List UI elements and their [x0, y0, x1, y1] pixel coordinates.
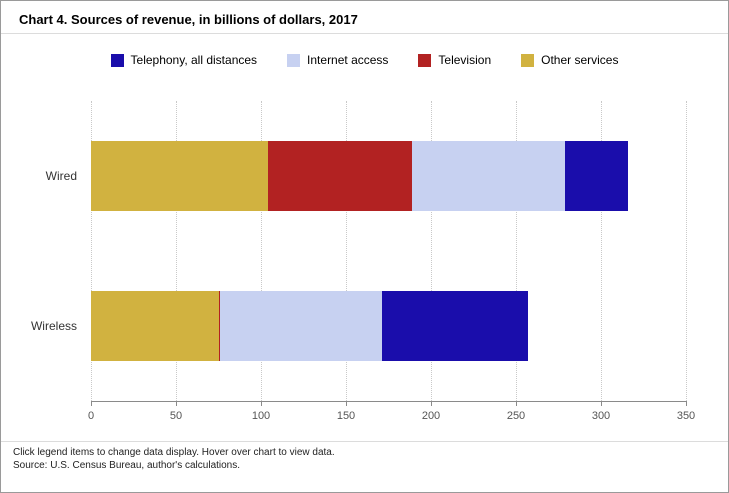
legend-swatch-icon [110, 53, 124, 67]
legend-item-3[interactable]: Other services [521, 53, 618, 67]
bar-segment[interactable] [220, 291, 382, 361]
x-tick-mark [686, 401, 687, 406]
legend-swatch-icon [418, 53, 432, 67]
bar-segment[interactable] [565, 141, 629, 211]
category-label-wireless: Wireless [30, 319, 77, 333]
x-tick-mark [601, 401, 602, 406]
x-tick-mark [176, 401, 177, 406]
x-tick-label: 0 [87, 410, 95, 422]
x-tick-label: 350 [676, 410, 696, 422]
gridline [261, 101, 262, 401]
legend-item-2[interactable]: Television [418, 53, 491, 67]
bar-segment[interactable] [91, 141, 268, 211]
gridline [516, 101, 517, 401]
x-tick-label: 50 [169, 410, 183, 422]
bar-segment[interactable] [381, 291, 528, 361]
legend-item-label: Telephony, all distances [130, 53, 258, 67]
chart-title: Chart 4. Sources of revenue, in billions… [19, 12, 358, 27]
stacked-bar-wired [91, 141, 686, 211]
x-tick-label: 150 [336, 410, 356, 422]
x-tick-label: 200 [421, 410, 441, 422]
bar-segment[interactable] [412, 141, 566, 211]
x-axis-line [91, 401, 686, 402]
legend-item-0[interactable]: Telephony, all distances [110, 53, 258, 67]
legend: Telephony, all distances Internet access T… [1, 53, 728, 67]
x-tick-mark [91, 401, 92, 406]
legend-swatch-icon [521, 53, 535, 67]
legend-item-label: Other services [541, 53, 619, 67]
footer-divider [1, 441, 728, 442]
legend-item-label: Internet access [307, 53, 389, 67]
bar-segment[interactable] [218, 291, 221, 361]
x-tick-mark [516, 401, 517, 406]
bar-segment[interactable] [91, 291, 219, 361]
x-tick-mark [346, 401, 347, 406]
x-tick-label: 100 [251, 410, 271, 422]
x-tick-label: 300 [591, 410, 611, 422]
legend-swatch-icon [287, 53, 301, 67]
gridline [91, 101, 92, 401]
title-divider [1, 33, 728, 34]
legend-item-1[interactable]: Internet access [287, 53, 388, 67]
gridline [431, 101, 432, 401]
gridline [601, 101, 602, 401]
gridline [346, 101, 347, 401]
stacked-bar-wireless [91, 291, 686, 361]
footer-note: Click legend items to change data displa… [13, 447, 335, 458]
legend-item-label: Television [438, 53, 492, 67]
category-label-wired: Wired [45, 169, 77, 183]
bar-segment[interactable] [267, 141, 413, 211]
footer-source: Source: U.S. Census Bureau, author's cal… [13, 460, 241, 471]
plot-area: 0 50 100 150 200 250 300 350 Wired Wireless [31, 101, 695, 422]
gridline [686, 101, 687, 401]
x-tick-mark [431, 401, 432, 406]
gridline [176, 101, 177, 401]
x-tick-label: 250 [506, 410, 526, 422]
x-tick-mark [261, 401, 262, 406]
